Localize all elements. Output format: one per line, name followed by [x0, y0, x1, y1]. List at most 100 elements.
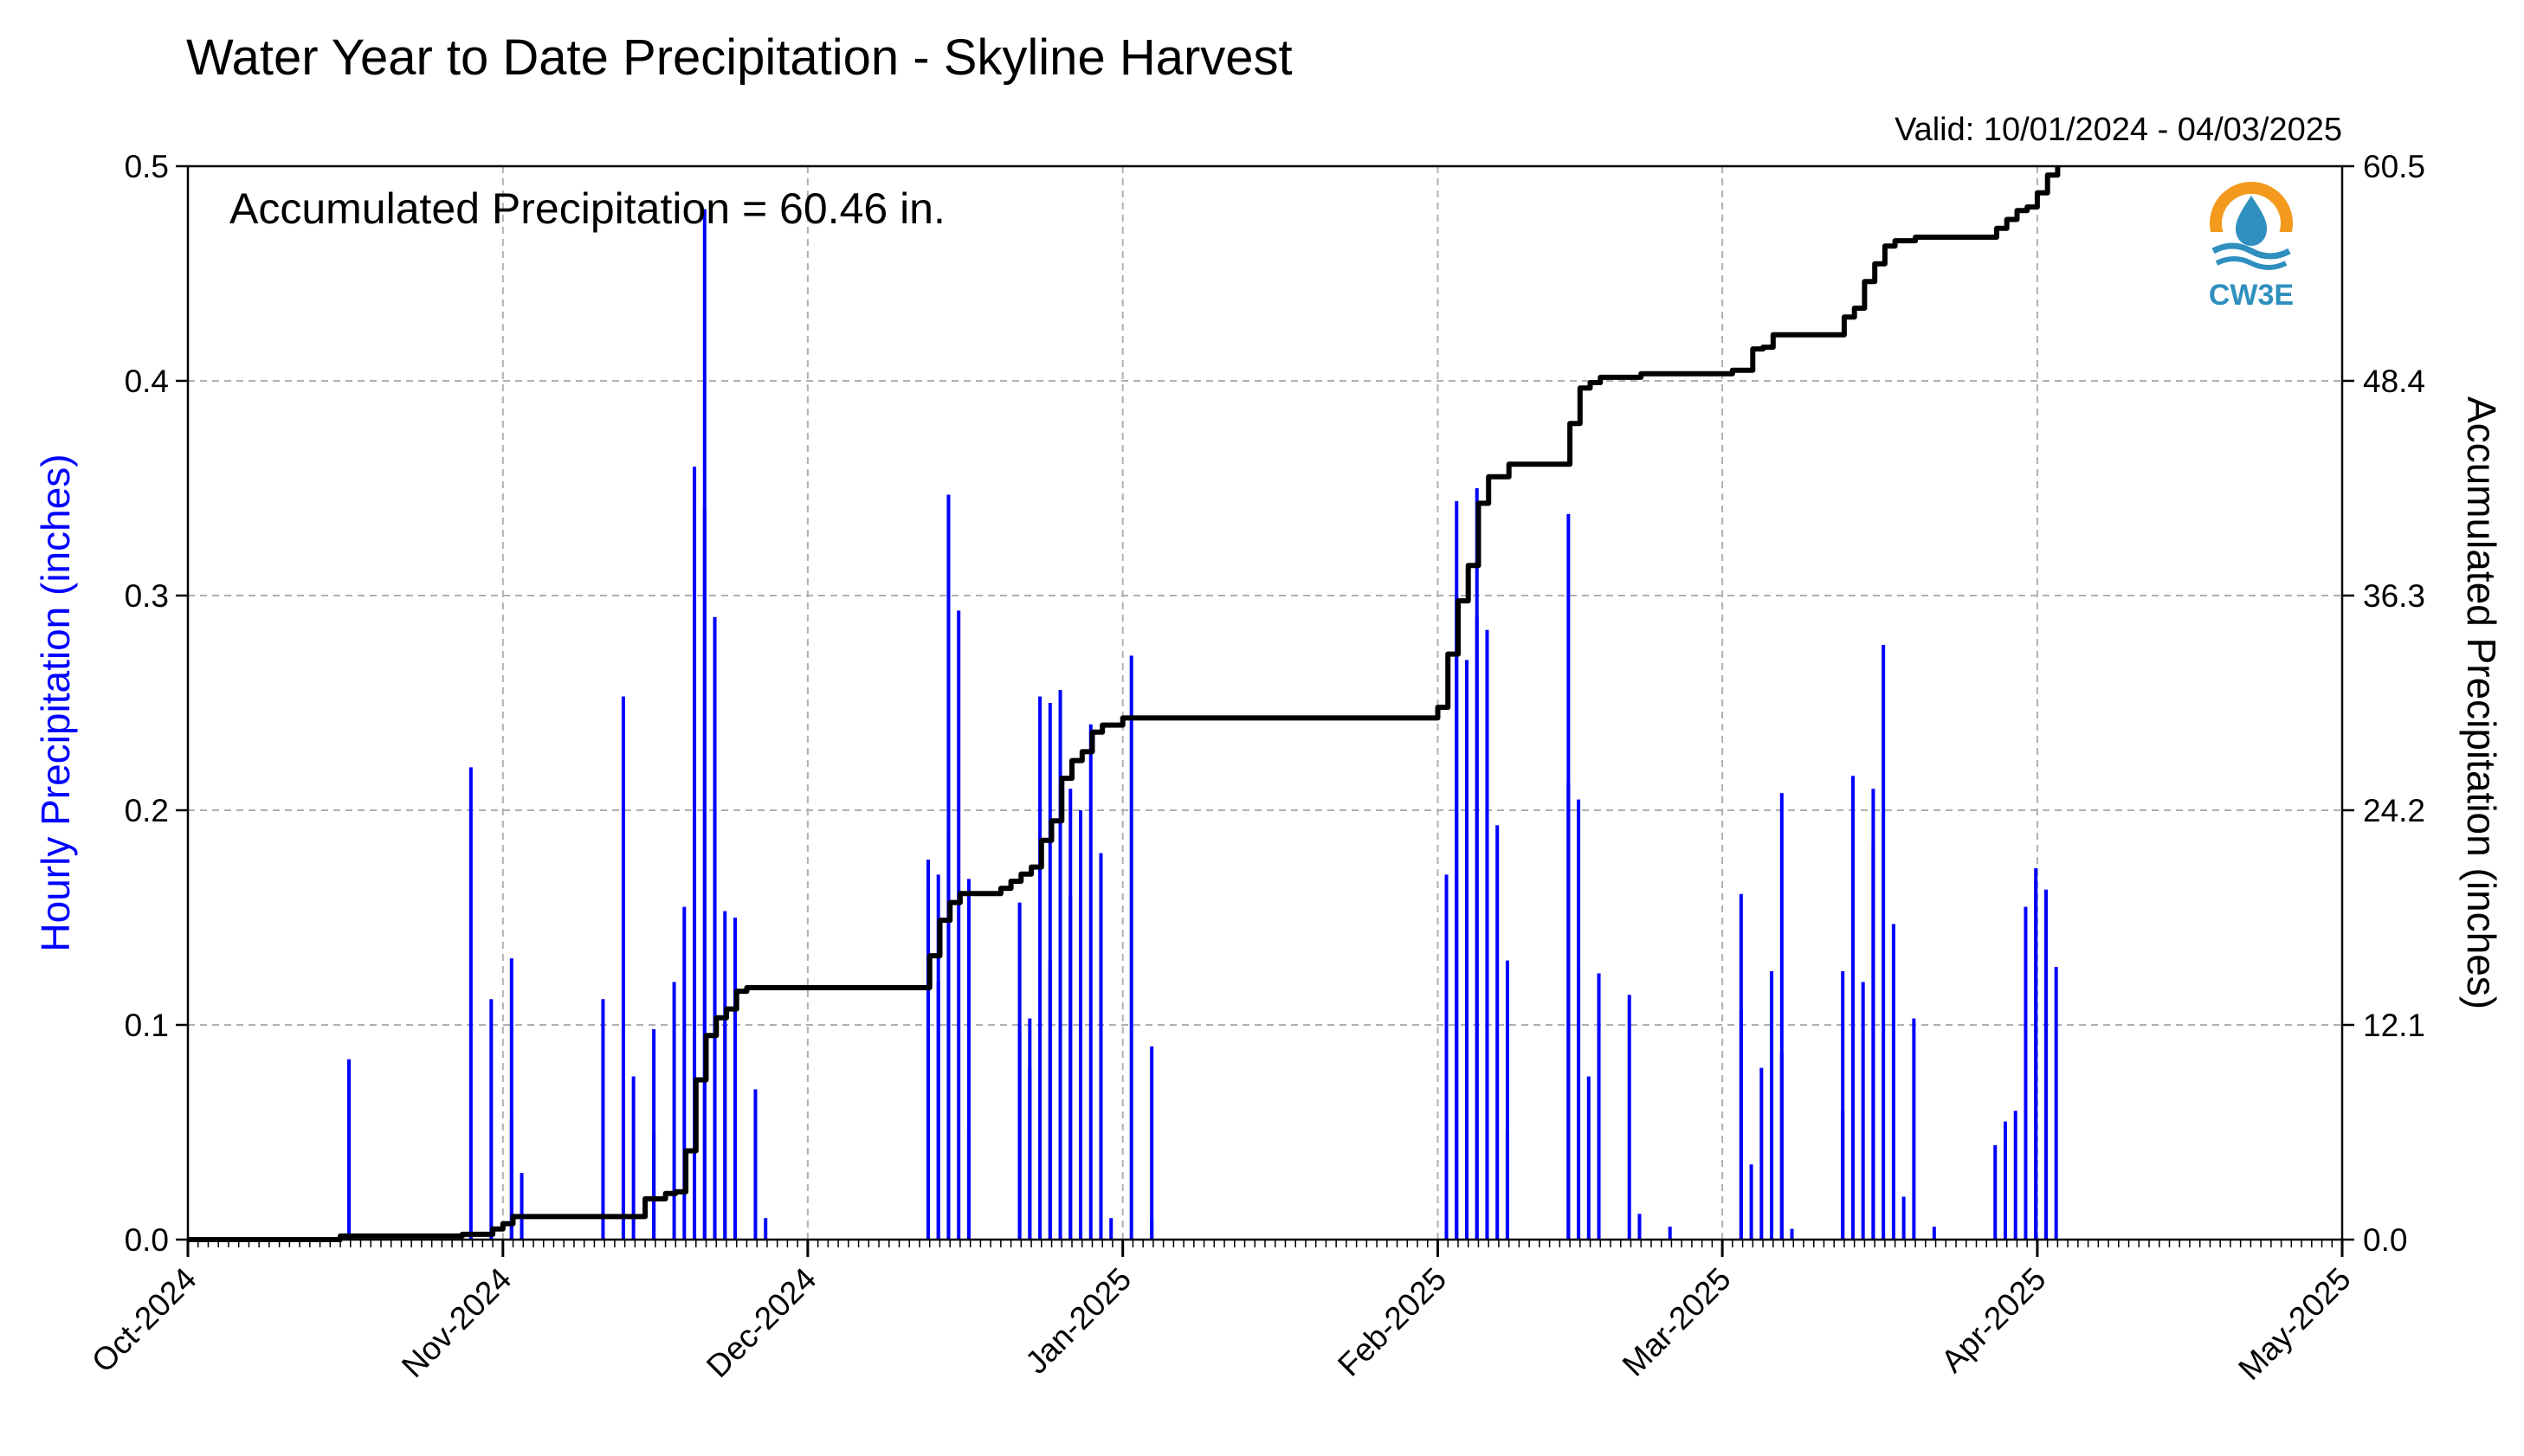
precip-bar [520, 1227, 524, 1240]
precip-bar [1505, 1132, 1509, 1240]
precip-bar [1901, 1196, 1906, 1240]
valid-range: Valid: 10/01/2024 - 04/03/2025 [1895, 112, 2342, 148]
precip-bar [2034, 880, 2038, 1240]
precip-bar [621, 696, 625, 1240]
precip-bar [1891, 924, 1895, 1240]
precip-bar [489, 999, 494, 1240]
precip-bar [1150, 1046, 1154, 1240]
precip-bar [733, 918, 737, 1240]
precip-bar [347, 1059, 352, 1240]
precip-bar [1577, 969, 1581, 1240]
x-tick-label: Nov-2024 [395, 1261, 518, 1384]
x-axis-ticks: Oct-2024 Nov-2024 Dec-2024 Jan-2025 Feb-2025… [85, 1240, 2358, 1387]
precip-bar [1770, 971, 1774, 1240]
precip-bar [1129, 655, 1133, 1240]
precip-bar [764, 1218, 768, 1240]
precip-bar [1099, 853, 1103, 1240]
precip-bar [1739, 893, 1743, 1240]
x-tick-label: May-2025 [2231, 1261, 2357, 1387]
precip-bar [1882, 645, 1886, 1240]
precip-bar [1464, 831, 1469, 1240]
precip-bar [1068, 789, 1073, 1240]
accumulated-line-group [188, 166, 2061, 1242]
precip-bar [1505, 960, 1509, 1240]
precip-bar [1566, 782, 1571, 1240]
cw3e-logo: CW3E [2206, 182, 2296, 312]
precip-bar [1455, 596, 1459, 1240]
precip-bar [966, 1132, 971, 1240]
precip-bar [1485, 810, 1489, 1240]
precip-bar [631, 1076, 636, 1240]
x-tick-label: Jan-2025 [1018, 1261, 1138, 1381]
precip-bar [1871, 789, 1875, 1240]
hourly-bars [347, 209, 2058, 1240]
x-tick-label: Oct-2024 [85, 1261, 203, 1380]
precip-bar [2054, 967, 2058, 1240]
precip-bar [1627, 995, 1631, 1240]
precip-bar [2043, 889, 2048, 1240]
precip-bar [1912, 1018, 1916, 1240]
accumulated-annotation: Accumulated Precipitation = 60.46 in. [229, 184, 946, 233]
precip-bar [1444, 874, 1449, 1240]
precip-bar [723, 1025, 727, 1240]
precip-bar [966, 879, 971, 1240]
precip-bar [1597, 973, 1601, 1240]
precip-bar [1932, 1227, 1936, 1240]
precip-bar [693, 467, 697, 1240]
x-tick-label: Dec-2024 [700, 1261, 823, 1384]
x-tick-label: Feb-2025 [1331, 1261, 1453, 1383]
cw3e-water-drop-logo-icon [2206, 182, 2296, 272]
precip-bar [1759, 1067, 1764, 1240]
left-tick-label: 0.4 [125, 364, 169, 399]
precip-bar [468, 767, 473, 1240]
precip-bar [1993, 1144, 1998, 1240]
precip-bar [1048, 703, 1052, 1240]
precip-bar [1668, 1227, 1672, 1240]
precip-bar [946, 494, 951, 1240]
cw3e-logo-text: CW3E [2209, 279, 2294, 312]
precip-bar [652, 1132, 656, 1240]
precip-bar [1637, 1214, 1642, 1240]
x-tick-label: Mar-2025 [1616, 1261, 1738, 1383]
precip-bar [2003, 1121, 2007, 1240]
precip-bar [1058, 690, 1062, 1240]
precip-bar [509, 1119, 513, 1240]
right-tick-label: 24.2 [2363, 793, 2425, 828]
precip-bar [1150, 1218, 1154, 1240]
right-tick-label: 60.5 [2363, 149, 2425, 184]
precip-bar [682, 906, 687, 1240]
precip-bar [1079, 810, 1083, 1240]
right-axis-ticks: 0.0 12.1 24.2 36.3 48.4 60.5 [2342, 149, 2425, 1258]
precip-bar [936, 982, 940, 1240]
precip-bar [1779, 793, 1784, 1240]
precip-bar [1088, 724, 1093, 1240]
precip-bar [1109, 1218, 1114, 1240]
precip-bar [1861, 982, 1865, 1240]
precip-bar [1841, 971, 1845, 1240]
precip-bar [702, 509, 707, 1240]
precip-bar [957, 610, 961, 1240]
precip-bar [672, 982, 676, 1240]
left-tick-label: 0.3 [125, 578, 169, 614]
right-tick-label: 12.1 [2363, 1008, 2425, 1043]
chart-title: Water Year to Date Precipitation - Skyli… [186, 29, 1293, 86]
precip-bar [1779, 1053, 1784, 1240]
precip-bar [1099, 1218, 1103, 1240]
precip-bar [601, 999, 605, 1240]
precip-bar [1017, 1025, 1022, 1240]
x-tick-label: Apr-2025 [1934, 1261, 2053, 1380]
left-tick-label: 0.0 [125, 1222, 169, 1258]
right-tick-label: 36.3 [2363, 578, 2425, 614]
precip-bar [2024, 906, 2028, 1240]
precip-bar [1749, 1164, 1753, 1240]
precip-bar [1790, 1228, 1794, 1240]
left-tick-label: 0.1 [125, 1008, 169, 1043]
left-axis-ticks: 0.0 0.1 0.2 0.3 0.4 0.5 [125, 149, 188, 1258]
precip-bar [1475, 616, 1479, 1240]
precip-bar [1586, 1076, 1591, 1240]
left-tick-label: 0.2 [125, 793, 169, 828]
precip-bar [753, 1089, 758, 1240]
precip-bar [1495, 825, 1500, 1240]
precip-bar [1038, 696, 1043, 1240]
